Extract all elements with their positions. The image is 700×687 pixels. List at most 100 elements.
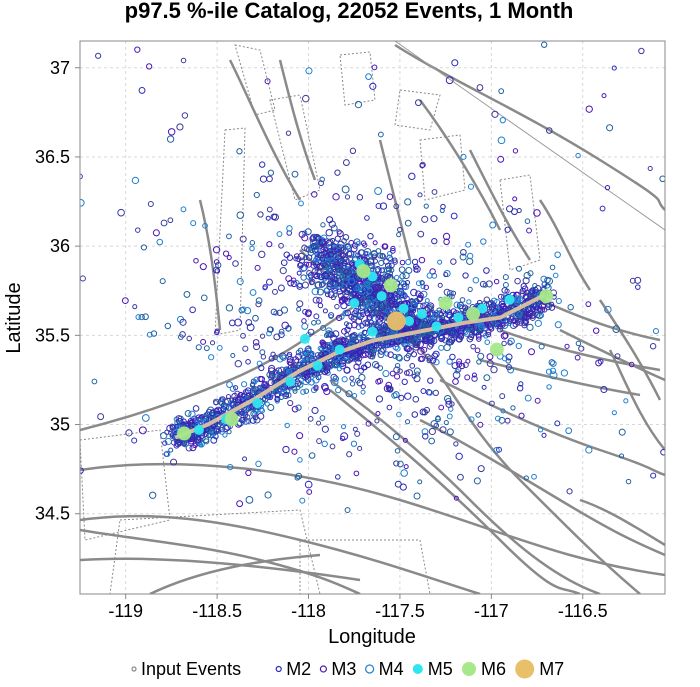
event-marker [236, 500, 244, 508]
fault-line [80, 288, 381, 432]
event-marker [360, 389, 366, 395]
event-marker [312, 296, 320, 304]
event-marker [270, 213, 278, 221]
event-marker [311, 406, 319, 415]
event-m5-marker [367, 271, 378, 282]
event-marker [437, 282, 443, 288]
event-marker [522, 277, 530, 285]
event-marker [360, 384, 366, 390]
event-marker [225, 304, 234, 312]
event-marker [455, 335, 463, 343]
event-marker [332, 340, 339, 347]
event-marker [466, 252, 474, 260]
event-marker [326, 265, 333, 272]
fault-line [198, 199, 222, 331]
event-marker [296, 270, 302, 276]
x-tick-label: -118.5 [192, 601, 242, 621]
event-marker [348, 261, 355, 267]
event-marker [475, 412, 482, 418]
event-marker [408, 172, 416, 181]
event-marker [140, 244, 148, 251]
event-marker [186, 335, 192, 342]
event-marker [276, 309, 283, 316]
event-marker [326, 216, 334, 224]
event-marker [383, 384, 392, 393]
event-marker [264, 78, 271, 85]
event-marker [371, 253, 378, 259]
event-marker [234, 360, 243, 368]
event-marker [378, 259, 385, 267]
event-marker [310, 243, 317, 250]
event-marker [164, 322, 172, 330]
event-marker [371, 360, 380, 369]
event-marker [638, 47, 645, 55]
event-marker [396, 411, 402, 418]
event-marker [226, 381, 233, 388]
event-marker [293, 253, 300, 259]
event-marker [423, 284, 430, 291]
event-marker [141, 414, 150, 422]
event-marker [456, 361, 463, 368]
event-marker [353, 470, 360, 477]
event-marker [371, 249, 378, 257]
fault-line [228, 59, 302, 201]
event-marker [369, 82, 377, 90]
event-marker [253, 416, 261, 424]
event-marker [395, 353, 403, 361]
map-outline [394, 89, 441, 131]
event-marker [496, 325, 504, 333]
event-marker [308, 279, 315, 286]
event-marker [527, 293, 535, 301]
event-marker [399, 483, 407, 491]
event-marker [431, 352, 439, 360]
event-marker [276, 231, 283, 237]
event-marker [398, 394, 405, 401]
event-marker [245, 319, 253, 326]
event-marker [325, 331, 332, 338]
event-marker [585, 446, 593, 454]
event-marker [135, 227, 141, 233]
event-marker [606, 124, 614, 132]
event-marker [219, 429, 225, 435]
event-marker [486, 353, 494, 361]
event-marker [332, 292, 338, 298]
event-marker [239, 410, 245, 416]
event-marker [266, 241, 273, 248]
event-marker [335, 387, 342, 394]
event-marker [253, 343, 261, 351]
map-outline [339, 51, 376, 106]
event-marker [397, 288, 404, 295]
event-marker [306, 489, 313, 495]
event-marker [296, 300, 304, 308]
event-marker [338, 359, 347, 367]
map-outline [499, 174, 541, 271]
event-marker [295, 349, 302, 356]
event-marker [502, 274, 509, 281]
y-tick-label: 37 [50, 58, 70, 78]
event-marker [316, 438, 322, 444]
plot-frame [79, 40, 666, 595]
event-marker [249, 382, 255, 388]
event-marker [408, 340, 414, 346]
event-marker [423, 203, 429, 209]
event-marker [302, 309, 308, 315]
event-marker [344, 507, 351, 514]
event-marker [243, 306, 252, 315]
event-marker [515, 342, 522, 350]
event-marker [482, 332, 489, 339]
fault-line [80, 557, 361, 582]
event-marker [283, 368, 289, 374]
event-marker [301, 94, 310, 103]
event-marker [394, 345, 401, 352]
event-marker [284, 422, 290, 429]
event-marker [210, 436, 218, 444]
fault-line [278, 59, 317, 181]
event-marker [455, 452, 463, 461]
event-marker [515, 265, 522, 272]
event-marker [489, 221, 497, 229]
legend-label: M4 [379, 659, 404, 679]
event-marker [249, 387, 256, 393]
legend-label: M7 [539, 659, 564, 679]
event-marker [207, 431, 215, 439]
event-marker [417, 192, 423, 198]
